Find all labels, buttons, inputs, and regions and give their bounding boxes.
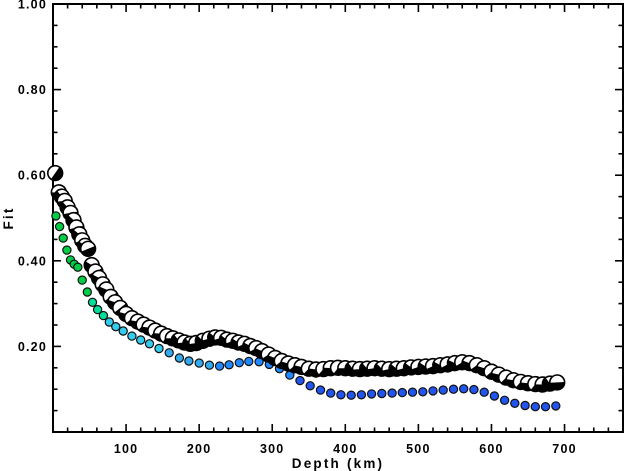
axis-tick-labels: 100 200 300 400 500 600 700 0.20 0.40 0.60 0.80 1.0… [18,0,576,456]
svg-text:600: 600 [479,442,503,456]
svg-text:1.00: 1.00 [18,0,47,12]
dot-series-points [51,211,561,412]
svg-text:400: 400 [333,442,357,456]
svg-text:700: 700 [552,442,576,456]
svg-text:500: 500 [406,442,430,456]
svg-text:100: 100 [114,442,138,456]
x-axis-title: Depth (km) [292,456,385,471]
beachball-series-points [47,164,566,393]
y-axis-title: Fit [1,206,16,229]
svg-text:0.60: 0.60 [18,169,47,183]
svg-text:0.20: 0.20 [18,340,47,354]
svg-text:200: 200 [187,442,211,456]
axis-ticks [53,3,623,432]
svg-text:300: 300 [260,442,284,456]
svg-text:0.40: 0.40 [18,254,47,268]
svg-text:0.80: 0.80 [18,83,47,97]
